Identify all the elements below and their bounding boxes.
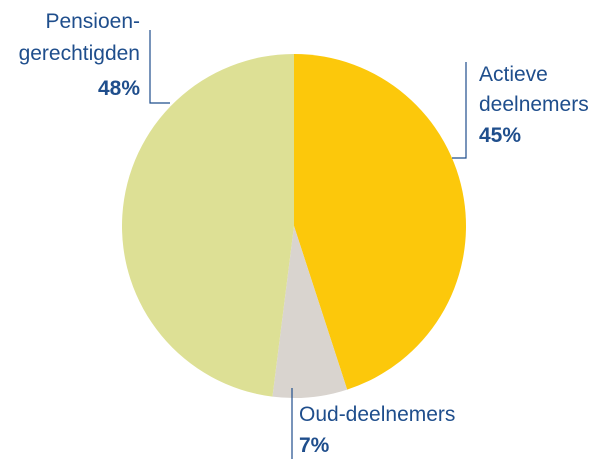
slice-label-actieve-line1: Actieve bbox=[479, 63, 548, 86]
leader-line-pensioen bbox=[149, 30, 170, 104]
slice-actieve-deelnemers bbox=[294, 54, 467, 390]
slice-label-oud-line1: Oud-deelnemers bbox=[299, 403, 455, 426]
slice-label-pensioen-line1: Pensioen- bbox=[45, 10, 140, 33]
slice-label-actieve-line2: deelnemers bbox=[479, 93, 589, 116]
slice-value-actieve: 45% bbox=[479, 124, 521, 147]
slice-label-pensioen-line2: gerechtigden bbox=[19, 42, 140, 65]
slice-pensioengerechtigden bbox=[121, 54, 294, 397]
slice-oud-deelnemers bbox=[272, 226, 348, 399]
slice-value-pensioen: 48% bbox=[98, 77, 140, 100]
pie-slices bbox=[121, 54, 467, 399]
leader-line-actieve bbox=[452, 62, 467, 159]
slice-value-oud: 7% bbox=[299, 434, 330, 457]
